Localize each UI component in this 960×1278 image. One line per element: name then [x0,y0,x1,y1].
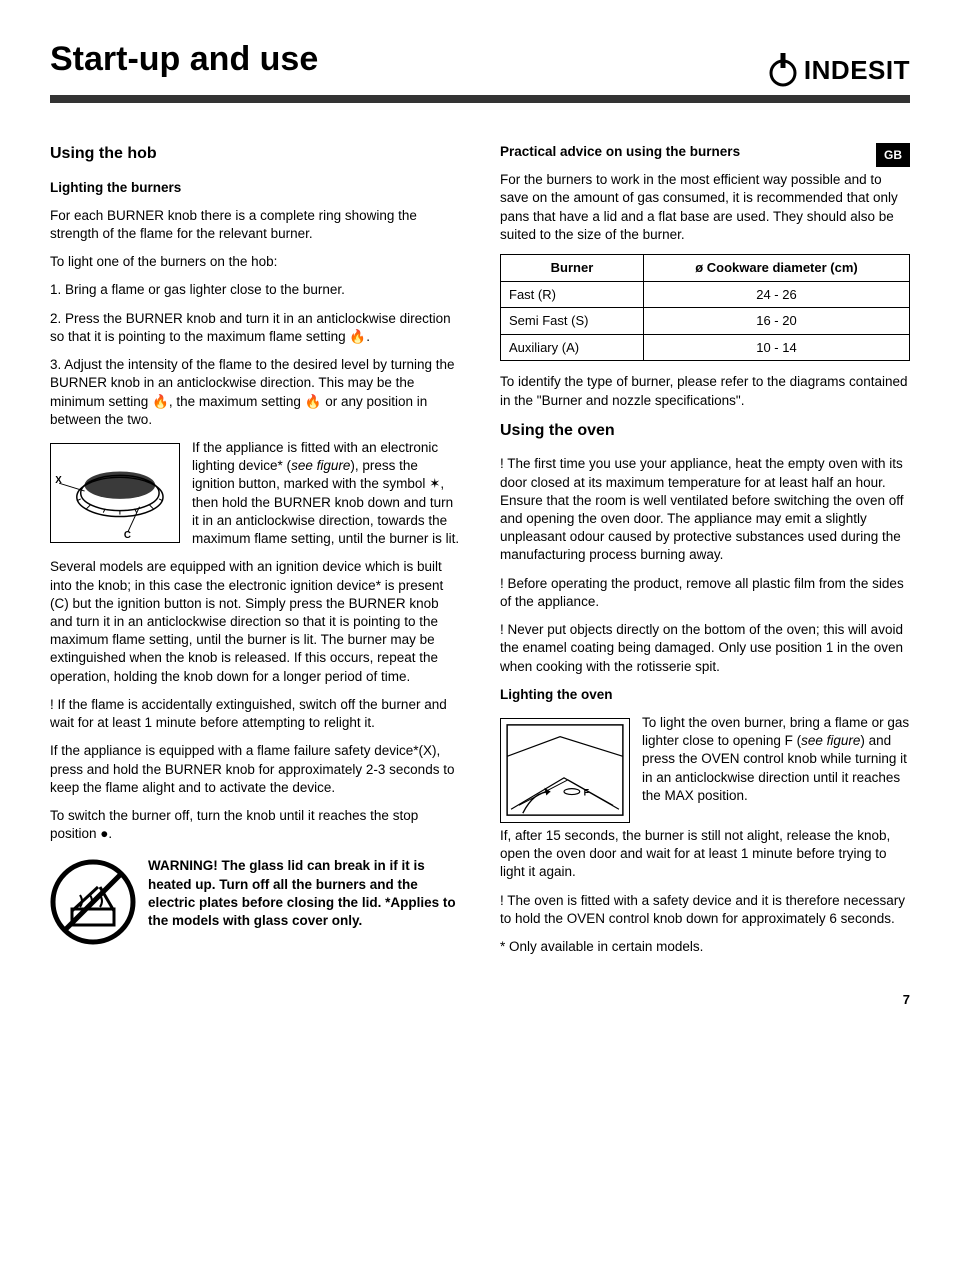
burner-size-table: Burner ø Cookware diameter (cm) Fast (R)… [500,254,910,361]
table-header: Burner [501,255,644,282]
para: To switch the burner off, turn the knob … [50,807,460,843]
no-heat-lid-icon [50,859,136,945]
svg-text:F: F [584,787,590,797]
brand-text: INDESIT [804,55,910,86]
oven-figure-block: F To light the oven burner, bring a flam… [500,714,910,805]
list-item: 2. Press the BURNER knob and turn it in … [50,310,460,346]
warning-para: ! Before operating the product, remove a… [500,575,910,611]
left-column: Using the hob Lighting the burners For e… [50,143,460,966]
oven-figure: F [500,718,630,823]
page-number: 7 [50,992,910,1007]
warning-para: ! If the flame is accidentally extinguis… [50,696,460,732]
burner-figure: X C [50,443,180,543]
burner-figure-block: X C If the appliance is fitted with an e… [50,439,460,548]
subhead-lighting-burners: Lighting the burners [50,179,460,197]
table-row: Auxiliary (A)10 - 14 [501,334,910,361]
section-using-hob: Using the hob [50,143,460,165]
section-using-oven: Using the oven [500,420,910,442]
list-item: 3. Adjust the intensity of the flame to … [50,356,460,429]
brand-logo: INDESIT [768,53,910,87]
para: Several models are equipped with an igni… [50,558,460,686]
para: To identify the type of burner, please r… [500,373,910,409]
table-header: ø Cookware diameter (cm) [643,255,909,282]
svg-text:C: C [124,530,131,541]
para: If the appliance is equipped with a flam… [50,742,460,797]
list-item: 1. Bring a flame or gas lighter close to… [50,281,460,299]
table-row: Semi Fast (S)16 - 20 [501,308,910,335]
warning-para: ! Never put objects directly on the bott… [500,621,910,676]
header-divider [50,95,910,103]
warning-para: ! The first time you use your appliance,… [500,455,910,564]
glass-lid-warning: WARNING! The glass lid can break in if i… [50,857,460,949]
footnote: * Only available in certain models. [500,938,910,956]
right-column: GB Practical advice on using the burners… [500,143,910,966]
para: For each BURNER knob there is a complete… [50,207,460,243]
svg-text:X: X [55,475,62,486]
para: To light one of the burners on the hob: [50,253,460,271]
table-row: Fast (R)24 - 26 [501,281,910,308]
para: If, after 15 seconds, the burner is stil… [500,827,910,882]
para: For the burners to work in the most effi… [500,171,910,244]
warning-para: ! The oven is fitted with a safety devic… [500,892,910,928]
brand-icon [768,53,798,87]
subhead-lighting-oven: Lighting the oven [500,686,910,704]
subhead-practical-advice: Practical advice on using the burners [500,143,910,161]
language-badge: GB [876,143,910,167]
